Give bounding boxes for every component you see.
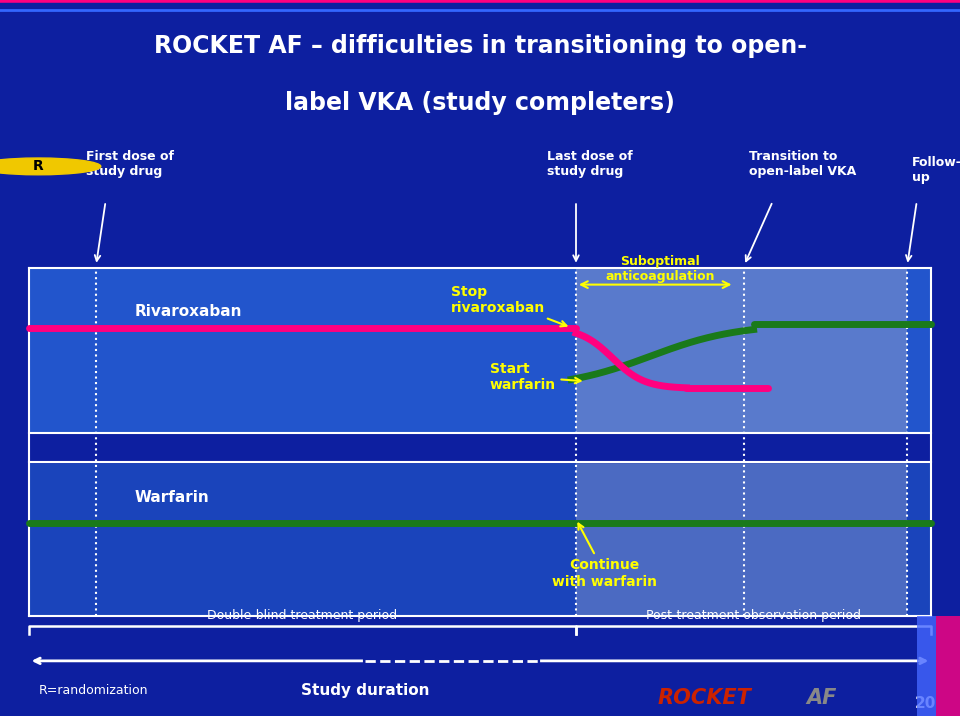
Text: Stop
rivaroxaban: Stop rivaroxaban bbox=[451, 284, 566, 326]
Text: AF: AF bbox=[806, 688, 837, 708]
Text: Last dose of
study drug: Last dose of study drug bbox=[547, 150, 633, 178]
Text: Start
warfarin: Start warfarin bbox=[490, 362, 581, 392]
Bar bbox=[29, 462, 931, 616]
Text: Double-blind treatment period: Double-blind treatment period bbox=[207, 609, 397, 621]
Text: Transition to
open-label VKA: Transition to open-label VKA bbox=[749, 150, 856, 178]
Bar bbox=[917, 616, 936, 716]
Text: R=randomization: R=randomization bbox=[38, 684, 148, 697]
Text: Post-treatment observation period: Post-treatment observation period bbox=[646, 609, 861, 621]
Text: R: R bbox=[33, 160, 44, 173]
Text: Follow-
up: Follow- up bbox=[912, 156, 960, 184]
Text: 20: 20 bbox=[915, 696, 936, 711]
Bar bbox=[936, 616, 960, 716]
Text: ROCKET AF – difficulties in transitioning to open-: ROCKET AF – difficulties in transitionin… bbox=[154, 34, 806, 58]
Text: First dose of
study drug: First dose of study drug bbox=[86, 150, 175, 178]
Bar bbox=[29, 268, 931, 433]
Circle shape bbox=[0, 158, 101, 175]
Text: Warfarin: Warfarin bbox=[134, 490, 209, 505]
Text: Study duration: Study duration bbox=[300, 684, 429, 698]
Text: label VKA (study completers): label VKA (study completers) bbox=[285, 91, 675, 115]
Text: ROCKET: ROCKET bbox=[658, 688, 752, 708]
Text: Continue
with warfarin: Continue with warfarin bbox=[552, 523, 658, 589]
Bar bbox=[576, 268, 907, 433]
Bar bbox=[576, 462, 907, 616]
Text: Suboptimal
anticoagulation: Suboptimal anticoagulation bbox=[605, 255, 715, 283]
Text: Rivaroxaban: Rivaroxaban bbox=[134, 304, 242, 319]
